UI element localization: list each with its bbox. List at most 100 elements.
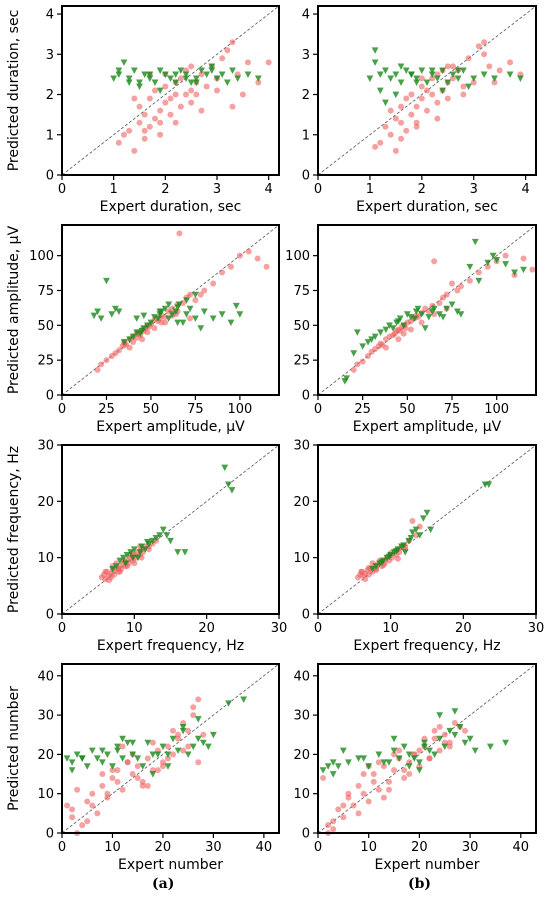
data-point (496, 67, 503, 74)
data-point (134, 755, 142, 762)
data-point (114, 778, 121, 785)
data-point (484, 259, 492, 267)
data-point (486, 743, 494, 751)
data-point (424, 107, 430, 114)
data-point (382, 123, 389, 130)
data-point (415, 313, 422, 320)
data-point (398, 103, 405, 110)
data-point (144, 739, 152, 747)
data-point (387, 75, 395, 82)
data-point (362, 576, 369, 583)
data-point (416, 747, 423, 754)
data-point (209, 315, 217, 322)
data-point (418, 311, 426, 318)
data-point (182, 75, 190, 82)
data-point (151, 325, 158, 332)
data-point (203, 83, 210, 90)
x-tick-label: 30 (271, 621, 288, 636)
data-point (214, 87, 220, 94)
y-tick-label: 100 (285, 249, 310, 264)
data-point (319, 767, 327, 774)
data-point (159, 526, 167, 534)
data-point (111, 305, 119, 313)
data-point (179, 727, 187, 735)
x-tick-label: 30 (462, 840, 479, 855)
data-point (115, 139, 122, 146)
x-tick-label: 4 (521, 182, 529, 197)
data-point (170, 751, 177, 758)
data-point (136, 79, 143, 87)
data-point (392, 115, 399, 122)
data-point (391, 751, 398, 758)
y-tick-label: 40 (37, 669, 54, 684)
data-point (350, 802, 357, 809)
data-point (439, 87, 446, 95)
y-axis-label: Predicted duration, sec (6, 10, 22, 172)
data-point (229, 39, 236, 46)
data-point (154, 751, 162, 758)
data-point (466, 735, 474, 743)
data-point (431, 727, 438, 734)
data-point (129, 751, 137, 758)
x-tick-label: 4 (265, 182, 273, 197)
data-point (387, 107, 394, 114)
data-point (89, 790, 96, 797)
data-point (382, 344, 389, 351)
data-point (430, 305, 438, 313)
data-point (98, 759, 106, 766)
data-point (114, 767, 121, 774)
data-point (436, 712, 444, 719)
data-point (340, 814, 347, 821)
axes-frame (61, 5, 280, 176)
data-point (412, 526, 420, 534)
data-point (151, 79, 159, 87)
data-point (225, 700, 232, 707)
x-tick-label: 0 (314, 402, 322, 417)
data-point (403, 95, 410, 102)
data-point (143, 322, 151, 329)
x-axis-label: Expert duration, sec (356, 199, 498, 215)
data-point (423, 79, 431, 87)
data-point (147, 319, 155, 327)
data-point (457, 311, 465, 318)
data-point (103, 357, 110, 364)
data-point (68, 759, 76, 766)
data-point (392, 71, 400, 78)
x-tick-label: 20 (455, 621, 472, 636)
data-point (197, 291, 204, 298)
data-point (97, 315, 105, 322)
data-point (140, 325, 148, 332)
data-point (265, 59, 272, 66)
data-point (375, 786, 382, 793)
data-point (480, 71, 488, 78)
data-point (177, 67, 185, 74)
data-point (398, 119, 405, 126)
data-point (377, 139, 384, 146)
x-tick-label: 2 (161, 182, 169, 197)
data-point (254, 75, 262, 82)
data-point (376, 87, 384, 95)
data-point (400, 542, 408, 549)
data-point (139, 336, 146, 343)
data-point (193, 91, 200, 98)
data-point (366, 75, 374, 82)
data-point (439, 314, 447, 321)
data-point (358, 568, 365, 575)
data-point (122, 560, 130, 567)
x-tick-label: 25 (98, 402, 115, 417)
data-point (221, 464, 229, 472)
data-point (109, 774, 116, 781)
data-point (119, 755, 126, 762)
data-point (134, 763, 141, 770)
data-point (156, 87, 164, 95)
data-point (360, 771, 367, 778)
data-point (415, 759, 423, 766)
data-point (359, 343, 367, 350)
axes-frame (317, 663, 537, 834)
data-point (223, 79, 231, 87)
data-point (475, 277, 483, 285)
data-point (334, 763, 342, 770)
data-point (195, 759, 202, 766)
data-point (454, 287, 461, 294)
data-point (131, 147, 138, 154)
